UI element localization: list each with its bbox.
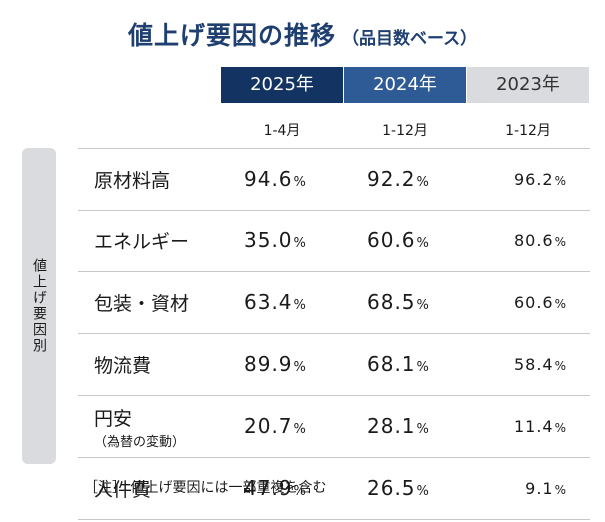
value-cell: 28.1%: [367, 396, 429, 457]
row-category-label: エネルギー: [94, 231, 190, 253]
value-cell: 63.4%: [244, 272, 306, 333]
value-cell: 11.4%: [514, 396, 566, 457]
row-group-sidebar: 値上げ要因別: [22, 148, 56, 464]
period-label-2025: 1-4月: [263, 123, 301, 139]
value-cell: 68.5%: [367, 272, 429, 333]
value-number: 47.9: [244, 476, 293, 500]
sidebar-label: 値上げ要因別: [31, 258, 47, 354]
percent-sign: %: [416, 298, 429, 313]
column-header-2023: 2023年: [467, 67, 589, 103]
period-label-2024: 1-12月: [382, 123, 428, 139]
value-cell: 35.0%: [244, 210, 306, 271]
value-cell: 58.4%: [514, 334, 566, 395]
value-cell: 60.6%: [514, 272, 566, 333]
value-number: 28.1: [367, 414, 416, 438]
value-cell: 96.2%: [514, 149, 566, 210]
value-cell: 26.5%: [367, 458, 429, 519]
row-category: エネルギー: [94, 210, 189, 271]
value-number: 11.4: [513, 417, 554, 436]
value-cell: 80.6%: [514, 210, 566, 271]
value-cell: 94.6%: [244, 149, 306, 210]
value-number: 20.7: [244, 414, 293, 438]
table-row: 物流費 89.9% 68.1% 58.4%: [78, 334, 590, 396]
percent-sign: %: [554, 359, 566, 373]
value-cell: 20.7%: [244, 396, 306, 457]
value-cell: 89.9%: [244, 334, 306, 395]
value-number: 9.1: [525, 479, 554, 498]
row-category-label: 物流費: [94, 355, 152, 377]
percent-sign: %: [416, 360, 429, 375]
value-number: 58.4: [513, 355, 554, 374]
column-header-2024: 2024年: [344, 67, 466, 103]
percent-sign: %: [293, 360, 306, 375]
value-cell: 68.1%: [367, 334, 429, 395]
row-category-label: 原材料高: [94, 170, 171, 192]
percent-sign: %: [293, 175, 306, 190]
value-number: 63.4: [244, 290, 293, 314]
value-number: 89.9: [244, 352, 293, 376]
column-header-2025: 2025年: [221, 67, 343, 103]
value-number: 60.6: [367, 228, 416, 252]
row-category: 物流費: [94, 334, 151, 395]
value-number: 80.6: [513, 231, 554, 250]
percent-sign: %: [416, 236, 429, 251]
value-cell: 9.1%: [525, 458, 566, 519]
percent-sign: %: [416, 422, 429, 437]
percent-sign: %: [293, 422, 306, 437]
percent-sign: %: [554, 174, 566, 188]
percent-sign: %: [416, 175, 429, 190]
period-label-2023: 1-12月: [505, 123, 551, 139]
percent-sign: %: [554, 297, 566, 311]
percent-sign: %: [416, 484, 429, 499]
value-cell: 60.6%: [367, 210, 429, 271]
title-subtitle: （品目数ベース）: [342, 29, 478, 49]
row-category: 円安 （為替の変動）: [94, 396, 185, 457]
table-row: エネルギー 35.0% 60.6% 80.6%: [78, 210, 590, 272]
value-number: 60.6: [513, 293, 554, 312]
value-cell: 92.2%: [367, 149, 429, 210]
percent-sign: %: [293, 484, 306, 499]
value-number: 26.5: [367, 476, 416, 500]
row-category: 人件費: [94, 458, 151, 519]
row-category: 原材料高: [94, 149, 170, 210]
percent-sign: %: [554, 421, 566, 435]
table-row: 原材料高 94.6% 92.2% 96.2%: [78, 148, 590, 211]
percent-sign: %: [554, 483, 566, 497]
table-row: 円安 （為替の変動） 20.7% 28.1% 11.4%: [78, 396, 590, 458]
table-row: 包装・資材 63.4% 68.5% 60.6%: [78, 272, 590, 334]
row-category: 包装・資材: [94, 272, 189, 333]
value-number: 68.5: [367, 290, 416, 314]
row-category-label: 人件費: [94, 479, 152, 501]
value-cell: 47.9%: [244, 458, 306, 519]
value-number: 94.6: [244, 167, 293, 191]
chart-title: 値上げ要因の推移 （品目数ベース）: [128, 16, 477, 52]
title-main: 値上げ要因の推移: [128, 21, 337, 50]
row-category-note: （為替の変動）: [94, 434, 186, 450]
row-category-label: 円安: [94, 407, 133, 430]
row-category-label: 包装・資材: [94, 293, 190, 315]
value-number: 35.0: [244, 228, 293, 252]
value-number: 68.1: [367, 352, 416, 376]
value-number: 96.2: [513, 170, 554, 189]
percent-sign: %: [554, 235, 566, 249]
percent-sign: %: [293, 298, 306, 313]
footnote: ［注］ 値上げ要因には一部重複を含む: [84, 480, 327, 496]
percent-sign: %: [293, 236, 306, 251]
value-number: 92.2: [367, 167, 416, 191]
